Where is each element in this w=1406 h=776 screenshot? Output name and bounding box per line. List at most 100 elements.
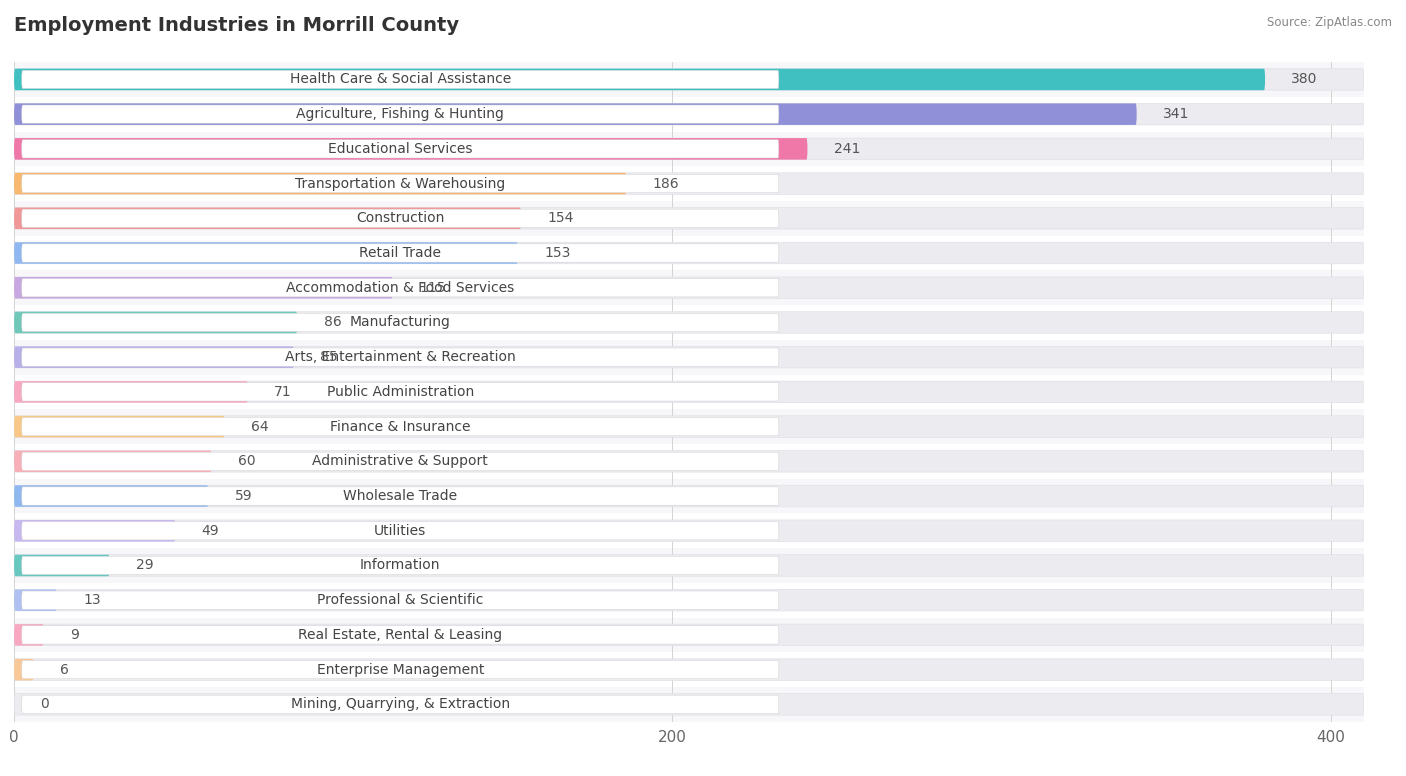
FancyBboxPatch shape [14, 555, 1364, 577]
FancyBboxPatch shape [14, 416, 1364, 438]
FancyBboxPatch shape [14, 103, 1364, 125]
FancyBboxPatch shape [14, 138, 1364, 160]
FancyBboxPatch shape [14, 346, 1364, 368]
Text: 29: 29 [136, 559, 153, 573]
Text: 115: 115 [419, 281, 446, 295]
Text: 13: 13 [83, 593, 101, 607]
FancyBboxPatch shape [14, 381, 1364, 403]
FancyBboxPatch shape [14, 207, 522, 229]
FancyBboxPatch shape [14, 659, 1364, 681]
FancyBboxPatch shape [14, 409, 1364, 444]
Text: Public Administration: Public Administration [326, 385, 474, 399]
FancyBboxPatch shape [21, 417, 779, 436]
Text: 241: 241 [834, 142, 860, 156]
Text: 9: 9 [70, 628, 79, 642]
FancyBboxPatch shape [14, 451, 211, 472]
FancyBboxPatch shape [21, 279, 779, 297]
FancyBboxPatch shape [14, 103, 1136, 125]
Text: Finance & Insurance: Finance & Insurance [330, 420, 471, 434]
Text: Professional & Scientific: Professional & Scientific [318, 593, 484, 607]
FancyBboxPatch shape [14, 277, 1364, 299]
Text: Manufacturing: Manufacturing [350, 316, 451, 330]
Text: Utilities: Utilities [374, 524, 426, 538]
Text: Mining, Quarrying, & Extraction: Mining, Quarrying, & Extraction [291, 698, 510, 712]
Text: 71: 71 [274, 385, 292, 399]
FancyBboxPatch shape [21, 175, 779, 192]
Text: Enterprise Management: Enterprise Management [316, 663, 484, 677]
FancyBboxPatch shape [14, 277, 392, 299]
Text: 64: 64 [252, 420, 269, 434]
Text: Employment Industries in Morrill County: Employment Industries in Morrill County [14, 16, 460, 34]
FancyBboxPatch shape [14, 694, 1364, 715]
Text: Arts, Entertainment & Recreation: Arts, Entertainment & Recreation [285, 350, 516, 364]
FancyBboxPatch shape [21, 383, 779, 401]
FancyBboxPatch shape [14, 68, 1364, 90]
FancyBboxPatch shape [14, 485, 1364, 507]
Text: 186: 186 [652, 177, 679, 191]
FancyBboxPatch shape [14, 236, 1364, 270]
FancyBboxPatch shape [14, 624, 44, 646]
Text: 154: 154 [547, 211, 574, 225]
FancyBboxPatch shape [21, 105, 779, 123]
FancyBboxPatch shape [14, 346, 294, 368]
Text: 341: 341 [1163, 107, 1189, 121]
FancyBboxPatch shape [21, 210, 779, 227]
FancyBboxPatch shape [14, 590, 1364, 611]
FancyBboxPatch shape [21, 140, 779, 158]
FancyBboxPatch shape [21, 660, 779, 679]
FancyBboxPatch shape [21, 487, 779, 505]
FancyBboxPatch shape [14, 583, 1364, 618]
FancyBboxPatch shape [14, 131, 1364, 166]
FancyBboxPatch shape [14, 242, 1364, 264]
FancyBboxPatch shape [14, 659, 34, 681]
FancyBboxPatch shape [14, 305, 1364, 340]
FancyBboxPatch shape [14, 444, 1364, 479]
Text: 86: 86 [323, 316, 342, 330]
Text: Retail Trade: Retail Trade [360, 246, 441, 260]
Text: Real Estate, Rental & Leasing: Real Estate, Rental & Leasing [298, 628, 502, 642]
FancyBboxPatch shape [21, 244, 779, 262]
Text: 49: 49 [201, 524, 219, 538]
Text: Agriculture, Fishing & Hunting: Agriculture, Fishing & Hunting [297, 107, 505, 121]
FancyBboxPatch shape [14, 590, 56, 611]
Text: Wholesale Trade: Wholesale Trade [343, 489, 457, 503]
Text: 153: 153 [544, 246, 571, 260]
FancyBboxPatch shape [14, 381, 247, 403]
Text: Information: Information [360, 559, 440, 573]
FancyBboxPatch shape [14, 548, 1364, 583]
FancyBboxPatch shape [21, 556, 779, 574]
FancyBboxPatch shape [14, 201, 1364, 236]
Text: 0: 0 [41, 698, 49, 712]
FancyBboxPatch shape [21, 452, 779, 470]
Text: Source: ZipAtlas.com: Source: ZipAtlas.com [1267, 16, 1392, 29]
Text: Health Care & Social Assistance: Health Care & Social Assistance [290, 72, 510, 86]
FancyBboxPatch shape [14, 555, 110, 577]
FancyBboxPatch shape [14, 166, 1364, 201]
FancyBboxPatch shape [14, 687, 1364, 722]
Text: 60: 60 [238, 454, 256, 468]
FancyBboxPatch shape [14, 312, 297, 333]
FancyBboxPatch shape [14, 270, 1364, 305]
FancyBboxPatch shape [14, 485, 208, 507]
FancyBboxPatch shape [21, 695, 779, 713]
FancyBboxPatch shape [14, 624, 1364, 646]
FancyBboxPatch shape [14, 68, 1265, 90]
FancyBboxPatch shape [14, 207, 1364, 229]
FancyBboxPatch shape [14, 514, 1364, 548]
Text: Accommodation & Food Services: Accommodation & Food Services [287, 281, 515, 295]
FancyBboxPatch shape [14, 375, 1364, 409]
Text: 59: 59 [235, 489, 252, 503]
FancyBboxPatch shape [14, 138, 807, 160]
FancyBboxPatch shape [14, 62, 1364, 97]
FancyBboxPatch shape [14, 520, 176, 542]
FancyBboxPatch shape [21, 348, 779, 366]
FancyBboxPatch shape [21, 314, 779, 331]
FancyBboxPatch shape [21, 591, 779, 609]
FancyBboxPatch shape [14, 520, 1364, 542]
FancyBboxPatch shape [14, 97, 1364, 131]
FancyBboxPatch shape [14, 653, 1364, 687]
Text: 6: 6 [60, 663, 69, 677]
FancyBboxPatch shape [14, 479, 1364, 514]
Text: 85: 85 [321, 350, 337, 364]
Text: Administrative & Support: Administrative & Support [312, 454, 488, 468]
